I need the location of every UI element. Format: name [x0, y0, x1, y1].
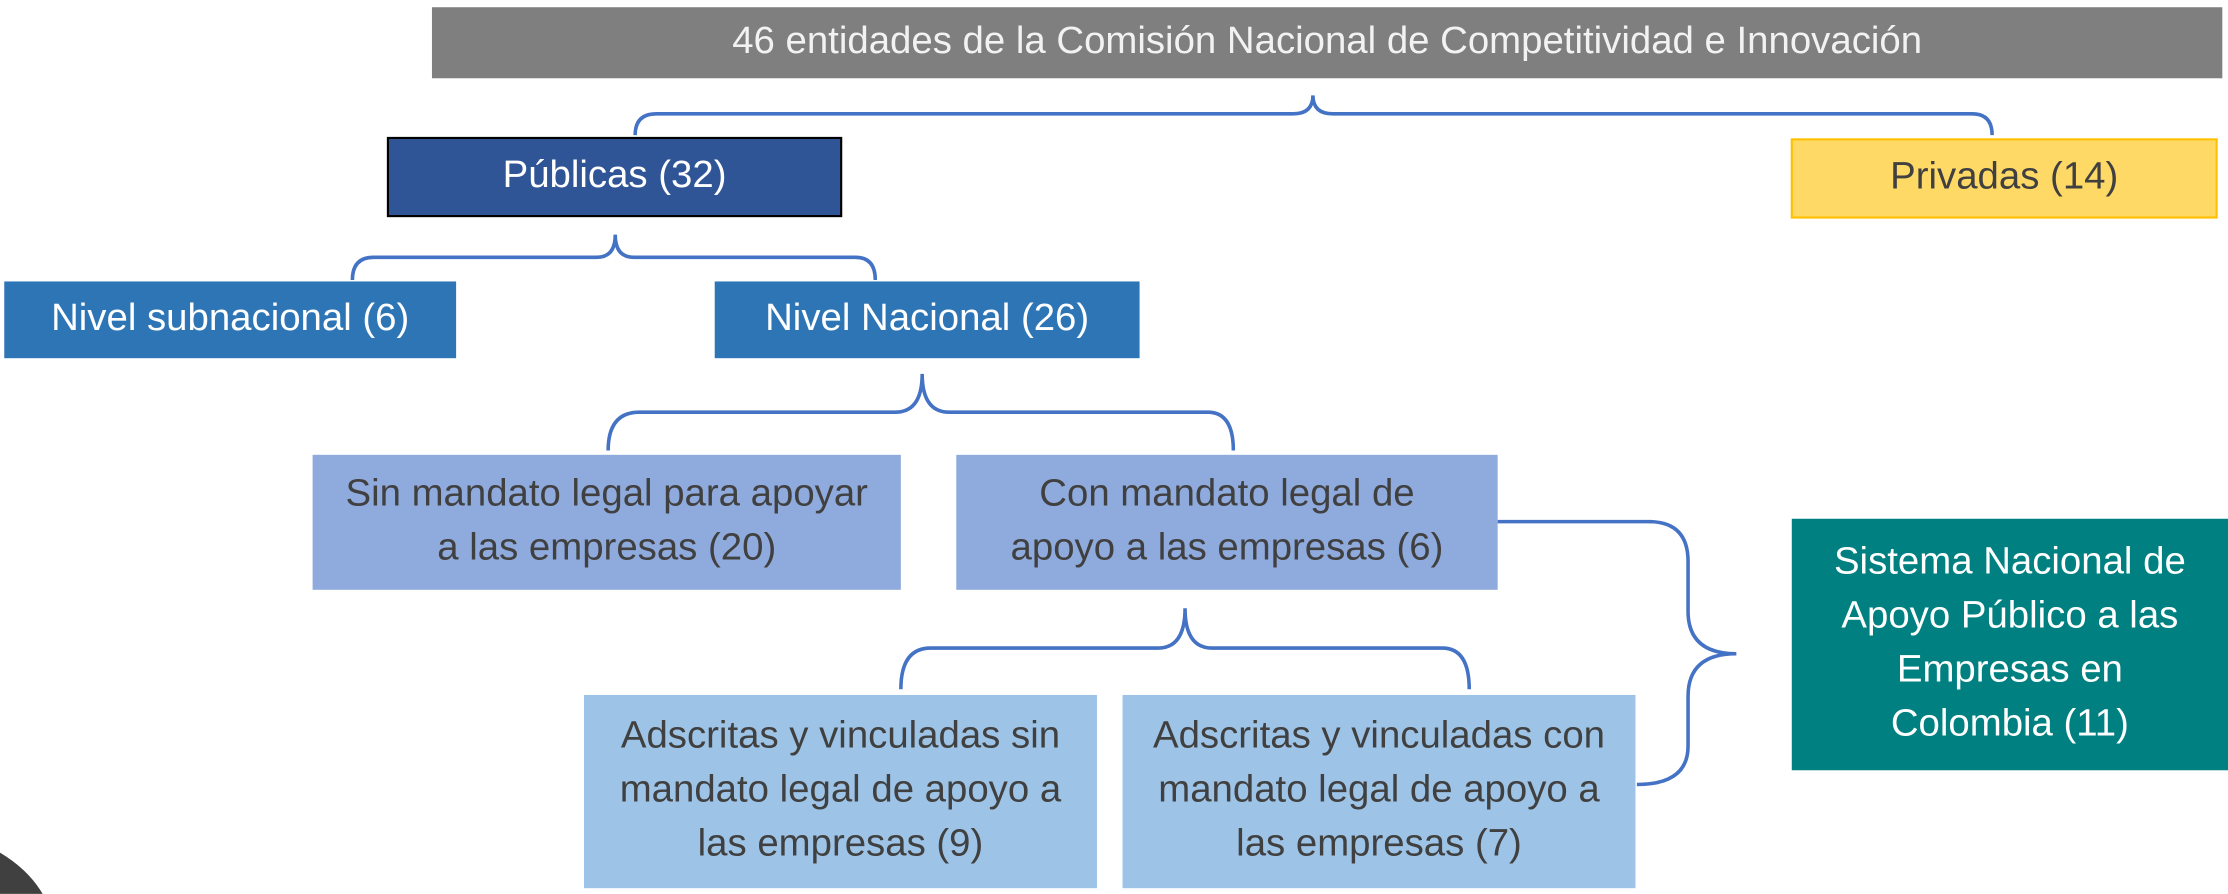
- title-box: [431, 7, 2223, 79]
- brace: [899, 608, 1472, 690]
- node-label: Colombia (11): [1891, 702, 2129, 745]
- node-label: Con mandato legal de: [1039, 471, 1414, 514]
- subnational-box: [4, 281, 457, 359]
- brace: [350, 234, 878, 281]
- attached-no-mandate-box: [583, 694, 1097, 889]
- private-box: [1790, 138, 2218, 219]
- public-box: [386, 136, 843, 218]
- system-box: [1791, 518, 2228, 771]
- attached-mandate-box: [1122, 694, 1636, 889]
- mandate-box: [956, 454, 1498, 590]
- node-label: a las empresas (20): [437, 525, 776, 568]
- national-box: [714, 281, 1140, 359]
- node-label: mandato legal de apoyo a: [620, 768, 1062, 811]
- brace: [633, 95, 1994, 136]
- brace: [1497, 519, 1737, 787]
- corner-decoration: [0, 852, 43, 894]
- node-label: las empresas (7): [1236, 822, 1522, 865]
- node-label: las empresas (9): [698, 822, 984, 865]
- node-label: Públicas (32): [503, 153, 727, 196]
- node-label: Apoyo Público a las: [1841, 594, 2178, 637]
- node-label: apoyo a las empresas (6): [1011, 525, 1444, 568]
- node-label: mandato legal de apoyo a: [1158, 768, 1600, 811]
- no-mandate-box: [312, 454, 901, 590]
- node-label: Sistema Nacional de: [1834, 540, 2186, 583]
- node-label: Empresas en: [1897, 648, 2123, 691]
- node-label: Nivel subnacional (6): [51, 296, 409, 339]
- node-label: Adscritas y vinculadas con: [1153, 714, 1605, 757]
- node-label: Nivel Nacional (26): [765, 296, 1089, 339]
- node-label: Adscritas y vinculadas sin: [621, 714, 1060, 757]
- node-label: 46 entidades de la Comisión Nacional de …: [732, 19, 1922, 62]
- node-label: Sin mandato legal para apoyar: [345, 471, 868, 514]
- brace: [606, 373, 1236, 451]
- node-label: Privadas (14): [1890, 155, 2118, 198]
